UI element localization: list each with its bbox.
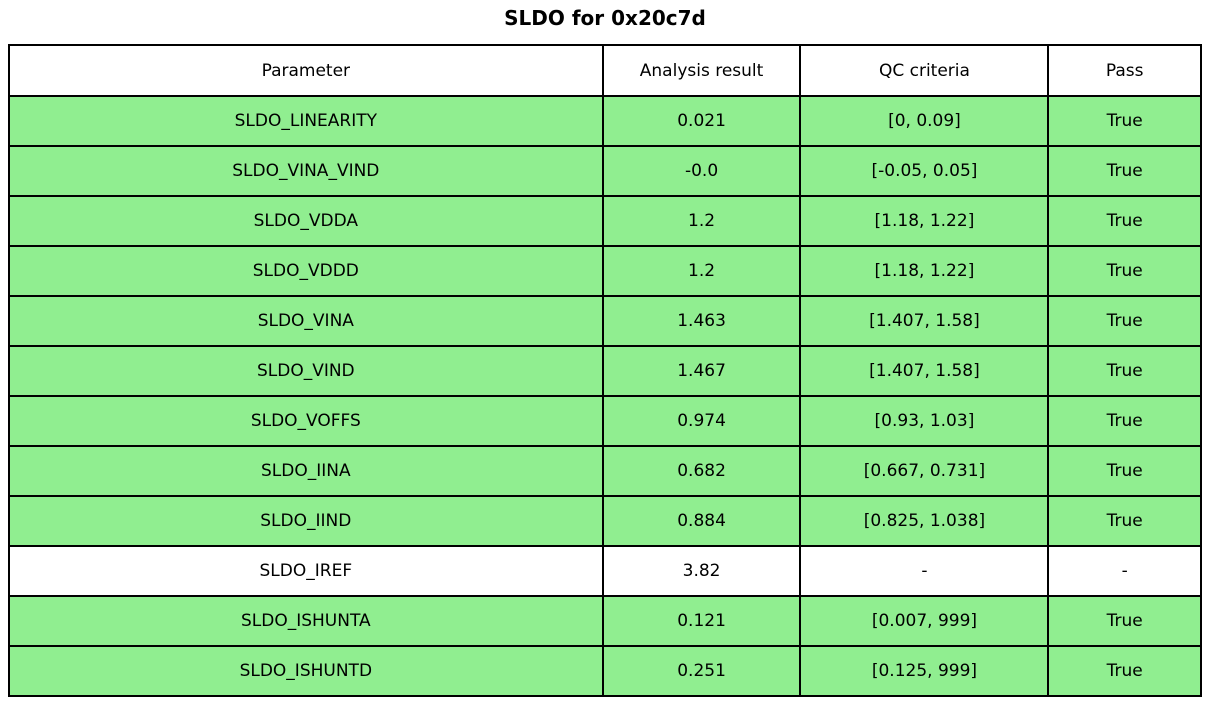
cell-pass: True xyxy=(1047,495,1202,547)
cell-qc-criteria: [0.125, 999] xyxy=(799,645,1050,697)
cell-parameter: SLDO_ISHUNTA xyxy=(8,595,604,647)
cell-qc-criteria: [0.825, 1.038] xyxy=(799,495,1050,547)
cell-pass: True xyxy=(1047,595,1202,647)
cell-qc-criteria: [0.93, 1.03] xyxy=(799,395,1050,447)
table-row: SLDO_IIND 0.884 [0.825, 1.038] True xyxy=(8,495,1202,547)
table-row: SLDO_IREF 3.82- - xyxy=(8,545,1202,597)
table-row: SLDO_VDDD 1.2 [1.18, 1.22] True xyxy=(8,245,1202,297)
table-row: SLDO_VINA 1.463 [1.407, 1.58] True xyxy=(8,295,1202,347)
column-header-qc-criteria: QC criteria xyxy=(799,44,1050,97)
cell-analysis-result: 0.884 xyxy=(601,495,802,547)
cell-analysis-result: 1.2 xyxy=(601,195,802,247)
column-header-parameter: Parameter xyxy=(8,44,604,97)
cell-parameter: SLDO_VINA xyxy=(8,295,604,347)
cell-parameter: SLDO_VIND xyxy=(8,345,604,397)
cell-analysis-result: 0.021 xyxy=(601,95,802,147)
table-row: SLDO_VINA_VIND -0.0 [-0.05, 0.05] True xyxy=(8,145,1202,197)
cell-pass: True xyxy=(1047,345,1202,397)
table-row: SLDO_VIND 1.467 [1.407, 1.58] True xyxy=(8,345,1202,397)
cell-qc-criteria: [1.407, 1.58] xyxy=(799,345,1050,397)
column-header-analysis-result: Analysis result xyxy=(601,44,802,97)
cell-pass: True xyxy=(1047,445,1202,497)
cell-pass: True xyxy=(1047,645,1202,697)
cell-qc-criteria: [1.18, 1.22] xyxy=(799,245,1050,297)
table-header: Parameter Analysis result QC criteria Pa… xyxy=(8,44,1202,97)
column-header-pass: Pass xyxy=(1047,44,1202,97)
cell-parameter: SLDO_IINA xyxy=(8,445,604,497)
cell-pass: True xyxy=(1047,395,1202,447)
cell-parameter: SLDO_LINEARITY xyxy=(8,95,604,147)
cell-qc-criteria: - xyxy=(799,545,1050,597)
page-title: SLDO for 0x20c7d xyxy=(504,6,706,30)
qc-results-table: Parameter Analysis result QC criteria Pa… xyxy=(8,44,1202,697)
cell-analysis-result: 1.463 xyxy=(601,295,802,347)
table-row: SLDO_LINEARITY 0.021 [0, 0.09] True xyxy=(8,95,1202,147)
cell-qc-criteria: [0.007, 999] xyxy=(799,595,1050,647)
table-row: SLDO_ISHUNTD 0.251 [0.125, 999] True xyxy=(8,645,1202,697)
cell-parameter: SLDO_IREF xyxy=(8,545,604,597)
cell-analysis-result: 0.121 xyxy=(601,595,802,647)
cell-parameter: SLDO_ISHUNTD xyxy=(8,645,604,697)
cell-parameter: SLDO_IIND xyxy=(8,495,604,547)
cell-qc-criteria: [1.407, 1.58] xyxy=(799,295,1050,347)
cell-parameter: SLDO_VDDA xyxy=(8,195,604,247)
cell-parameter: SLDO_VDDD xyxy=(8,245,604,297)
table-body: SLDO_LINEARITY 0.021 [0, 0.09] True SLDO_VIN… xyxy=(8,95,1202,697)
cell-pass: True xyxy=(1047,295,1202,347)
table-row: SLDO_ISHUNTA 0.121 [0.007, 999] True xyxy=(8,595,1202,647)
cell-analysis-result: 3.82 xyxy=(601,545,802,597)
table-row: SLDO_VOFFS 0.974 [0.93, 1.03] True xyxy=(8,395,1202,447)
cell-qc-criteria: [0, 0.09] xyxy=(799,95,1050,147)
cell-qc-criteria: [-0.05, 0.05] xyxy=(799,145,1050,197)
cell-parameter: SLDO_VINA_VIND xyxy=(8,145,604,197)
cell-analysis-result: 1.467 xyxy=(601,345,802,397)
table-row: SLDO_IINA 0.682 [0.667, 0.731] True xyxy=(8,445,1202,497)
cell-qc-criteria: [0.667, 0.731] xyxy=(799,445,1050,497)
cell-pass: True xyxy=(1047,95,1202,147)
cell-analysis-result: -0.0 xyxy=(601,145,802,197)
cell-analysis-result: 1.2 xyxy=(601,245,802,297)
cell-qc-criteria: [1.18, 1.22] xyxy=(799,195,1050,247)
table-row: SLDO_VDDA 1.2 [1.18, 1.22] True xyxy=(8,195,1202,247)
header-row: Parameter Analysis result QC criteria Pa… xyxy=(8,44,1202,97)
cell-pass: True xyxy=(1047,195,1202,247)
cell-pass: - xyxy=(1047,545,1202,597)
cell-pass: True xyxy=(1047,145,1202,197)
cell-analysis-result: 0.251 xyxy=(601,645,802,697)
cell-analysis-result: 0.974 xyxy=(601,395,802,447)
cell-parameter: SLDO_VOFFS xyxy=(8,395,604,447)
cell-analysis-result: 0.682 xyxy=(601,445,802,497)
cell-pass: True xyxy=(1047,245,1202,297)
